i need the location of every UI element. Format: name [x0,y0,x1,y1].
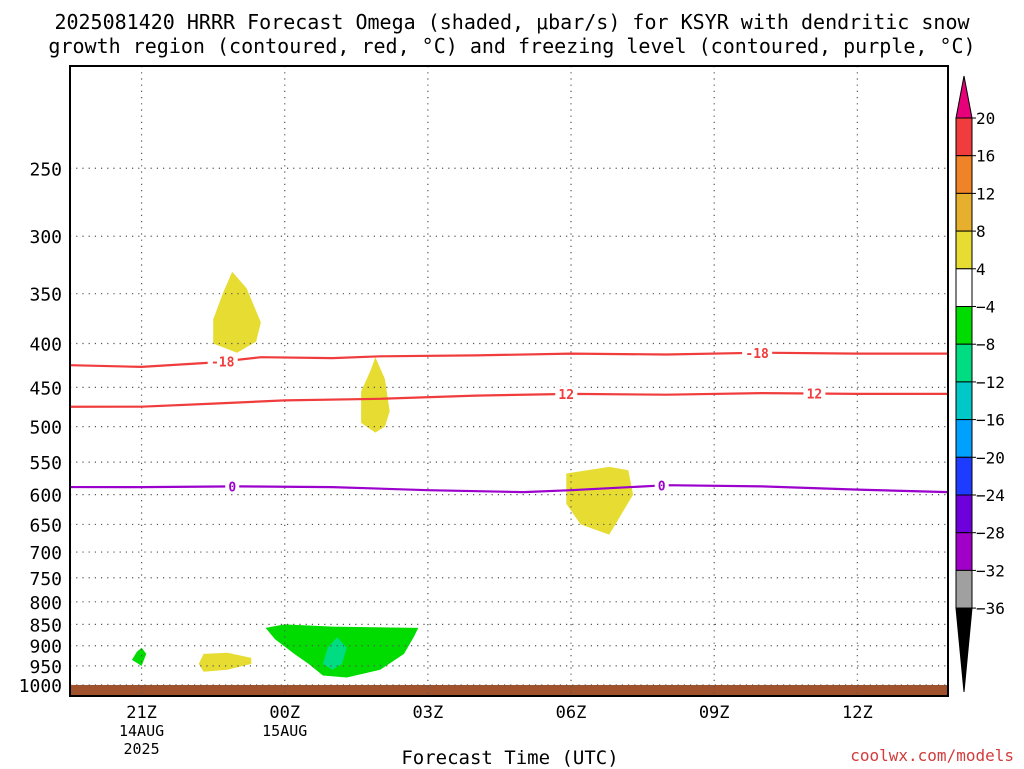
colorbar-segment [955,117,973,157]
colorbar-label: −36 [976,599,1005,618]
colorbar-label: 8 [976,222,986,241]
omega-shading-layer [132,271,634,678]
colorbar-segment [955,456,973,496]
colorbar-label: 20 [976,109,995,128]
y-tick-label: 500 [29,418,62,439]
isotherm-0 [69,351,948,369]
x-tick-label: 14AUG [119,722,164,740]
x-tick-label: 03Z [413,703,444,723]
colorbar-label: 4 [976,260,986,279]
colorbar-segment [955,155,973,194]
omega-region-1 [361,357,390,433]
colorbar-segment [955,494,973,534]
y-tick-label: 800 [29,593,62,614]
isotherm-label-bg [207,354,238,369]
omega-region-2 [566,466,634,535]
contour-layer: -18 -18 12 12 0 0 [69,345,949,495]
y-tick-label: 550 [29,453,62,474]
y-tick-label: 250 [29,159,62,180]
isotherm-label-bg [555,387,578,402]
x-tick-label: 00Z [269,703,300,723]
y-tick-label: 400 [29,334,62,355]
y-tick-label: 350 [29,285,62,306]
colorbar-top-arrow [955,75,973,119]
y-tick-label: 650 [29,515,62,536]
colorbar-label: −24 [976,486,1005,505]
y-tick-label: 450 [29,378,62,399]
y-tick-label: 950 [29,657,62,678]
colorbar-segment [955,268,973,307]
chart-title-line2: growth region (contoured, red, °C) and f… [48,34,976,58]
colorbar-segment [955,381,973,421]
colorbar-label: −4 [976,298,995,317]
colorbar-segment [955,343,973,383]
omega-region-0 [213,271,261,353]
omega-region-3 [198,652,252,672]
isotherm-label-bg [742,345,773,360]
colorbar-segment [955,569,973,609]
y-tick-label: 700 [29,543,62,564]
omega-region-4 [132,647,147,666]
colorbar-label: −20 [976,448,1005,467]
y-tick-label: 850 [29,615,62,636]
colorbar-segment [955,230,973,270]
colorbar: 20 16 12 8 4 −4 −8 −12 −16 −20 −24 −28 −32 −36 [955,75,1005,693]
x-tick-label: 15AUG [262,722,307,740]
omega-region-6 [322,637,347,670]
colorbar-segment [955,306,973,345]
x-axis-label: Forecast Time (UTC) [401,747,619,769]
colorbar-label: −28 [976,524,1005,543]
colorbar-label: 12 [976,184,995,203]
colorbar-segment [955,419,973,458]
colorbar-label: −16 [976,411,1005,430]
isotherm-2 [69,484,949,494]
colorbar-label: −32 [976,561,1005,580]
y-tick-label: 1000 [19,676,62,697]
y-tick-label: 750 [29,569,62,590]
colorbar-bottom-arrow [955,607,973,693]
grid-layer [70,66,948,696]
isotherm-label: -18 [211,355,235,370]
y-axis: 2503003504004505005506006507007508008509… [19,159,62,697]
isotherm-label-bg [654,478,669,493]
watermark[interactable]: coolwx.com/models [850,746,1014,765]
colorbar-label: −8 [976,335,995,354]
isotherm-label: 0 [658,479,666,494]
colorbar-segment [955,532,973,571]
isotherm-label-bg [803,386,826,401]
terrain-band [70,684,948,696]
isotherm-label: 0 [228,480,236,495]
y-tick-label: 600 [29,486,62,507]
y-tick-label: 300 [29,227,62,248]
x-tick-label: 06Z [556,703,587,723]
chart-title-line1: 2025081420 HRRR Forecast Omega (shaded, … [54,10,970,34]
isotherm-label: 12 [558,388,574,403]
colorbar-label: 16 [976,147,995,166]
x-tick-label: 2025 [124,740,160,758]
colorbar-label: −12 [976,373,1005,392]
isotherm-label: -18 [745,347,769,362]
terrain-layer [70,684,948,696]
isotherm-1 [69,391,948,408]
x-tick-label: 12Z [842,703,873,723]
colorbar-segment [955,192,973,232]
isotherm-label-bg [225,479,240,494]
x-tick-label: 09Z [699,703,730,723]
plot-frame [69,65,949,697]
isotherm-label: 12 [807,388,823,403]
y-tick-label: 900 [29,637,62,658]
x-tick-label: 21Z [126,703,157,723]
